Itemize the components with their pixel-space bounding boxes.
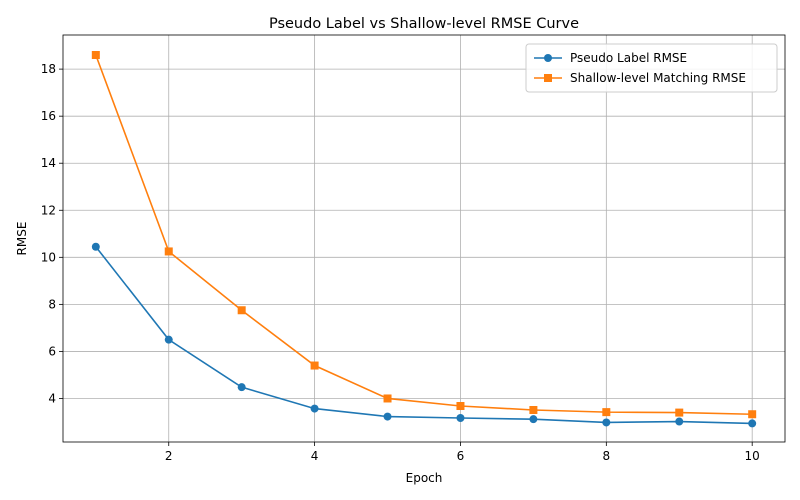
data-point [310, 404, 319, 413]
grid [63, 35, 785, 442]
series-0 [91, 242, 757, 428]
data-point [164, 247, 173, 256]
series-line [95, 54, 753, 416]
y-tick-label: 6 [48, 344, 56, 358]
y-tick-label: 12 [41, 203, 56, 217]
y-tick-label: 8 [48, 297, 56, 311]
x-tick-label: 10 [745, 449, 760, 463]
x-tick-label: 4 [311, 449, 319, 463]
series-1 [91, 50, 757, 419]
series-layer [91, 50, 757, 428]
series-line [95, 246, 753, 425]
data-point [91, 50, 100, 59]
y-tick-label: 18 [41, 62, 56, 76]
data-point [602, 408, 611, 417]
data-point [456, 414, 465, 423]
y-tick-label: 16 [41, 109, 56, 123]
legend: Pseudo Label RMSE Shallow-level Matching … [525, 43, 778, 93]
data-point [237, 383, 246, 392]
data-point [237, 306, 246, 315]
legend-label: Shallow-level Matching RMSE [570, 71, 746, 85]
data-point [748, 410, 757, 419]
y-tick-label: 4 [48, 391, 56, 405]
legend-item: Pseudo Label RMSE [534, 51, 687, 65]
legend-marker [544, 54, 552, 62]
data-point [529, 406, 538, 415]
legend-item: Shallow-level Matching RMSE [534, 71, 746, 85]
x-tick-label: 6 [457, 449, 465, 463]
x-tick-label: 2 [165, 449, 173, 463]
legend-marker [544, 74, 552, 82]
data-point [383, 412, 392, 421]
data-point [383, 394, 392, 403]
x-axis-label: Epoch [406, 471, 443, 485]
data-point [675, 408, 684, 417]
data-point [164, 335, 173, 344]
data-point [602, 418, 611, 427]
legend-label: Pseudo Label RMSE [570, 51, 687, 65]
data-point [91, 242, 100, 251]
chart-title: Pseudo Label vs Shallow-level RMSE Curve [269, 16, 579, 32]
y-tick-label: 14 [41, 156, 56, 170]
data-point [529, 415, 538, 424]
data-point [456, 402, 465, 411]
data-point [310, 361, 319, 370]
y-axis-label: RMSE [15, 222, 29, 256]
y-tick-label: 10 [41, 250, 56, 264]
legend-box [525, 43, 778, 93]
x-tick-label: 8 [603, 449, 611, 463]
data-point [675, 417, 684, 426]
plot-frame [62, 34, 786, 443]
axis-ticks: 2 4 6 8 10 4 6 8 10 12 14 16 18 [41, 62, 760, 463]
data-point [748, 419, 757, 428]
